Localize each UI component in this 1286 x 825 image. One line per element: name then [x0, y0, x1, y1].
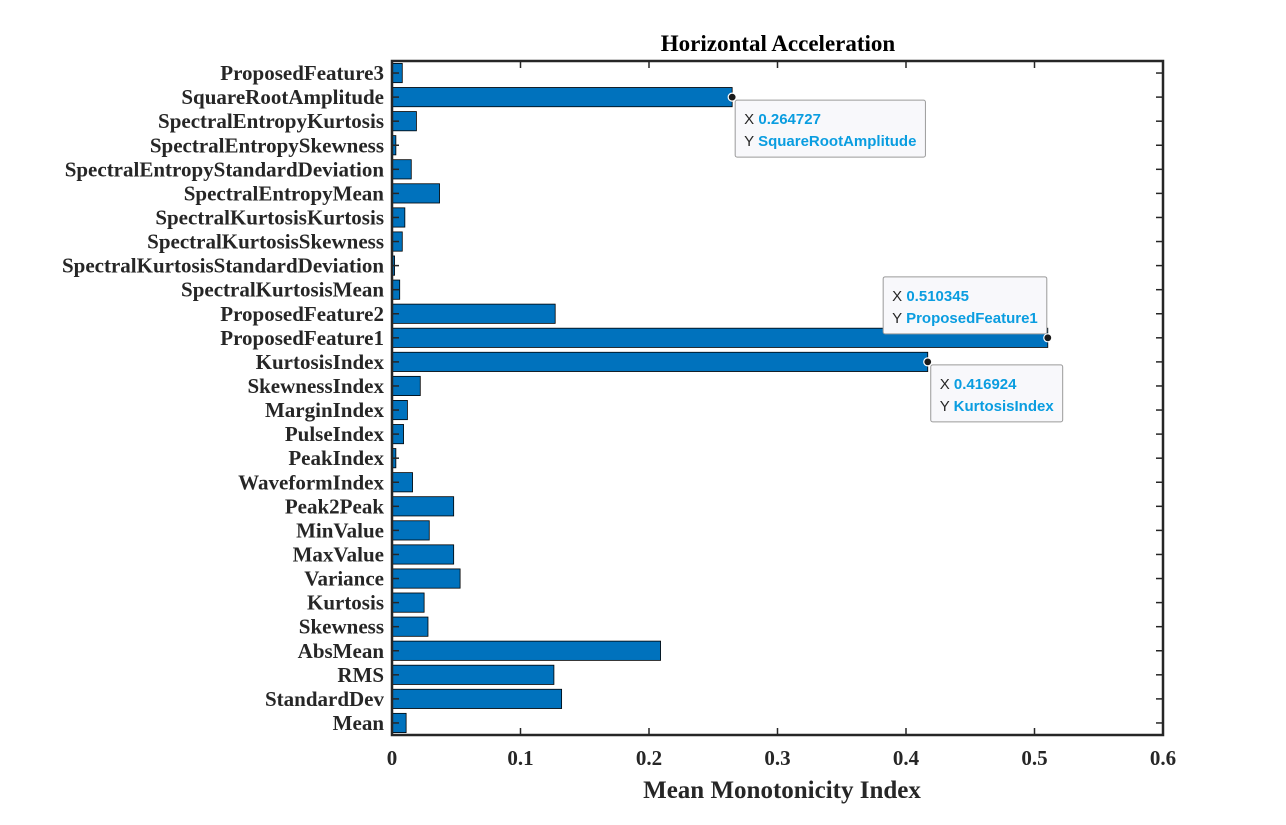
bar [391, 351, 929, 372]
datatip-marker [923, 357, 933, 367]
y-tick-label: ProposedFeature3 [220, 61, 384, 85]
y-tick-label: SpectralEntropyStandardDeviation [65, 157, 385, 181]
y-tick-label: PulseIndex [285, 422, 385, 446]
bar [391, 303, 556, 324]
bar [391, 664, 555, 685]
y-axis-ticks: MeanStandardDevRMSAbsMeanSkewnessKurtosi… [62, 61, 1163, 735]
bar [391, 544, 455, 565]
y-tick-label: SpectralEntropyMean [184, 181, 385, 205]
axes-box [390, 59, 1165, 737]
datatip-y-line: Y ProposedFeature1 [892, 310, 1038, 327]
x-tick-label: 0.3 [764, 746, 790, 770]
y-tick-label: SpectralEntropySkewness [150, 133, 384, 157]
y-tick-label: ProposedFeature1 [220, 326, 384, 350]
x-tick-label: 0.4 [893, 746, 920, 770]
y-tick-label: SpectralKurtosisKurtosis [155, 205, 384, 229]
bar [391, 183, 440, 204]
datatip-group: X 0.264727 Y SquareRootAmplitude X 0.51034… [727, 92, 1064, 423]
datatip-box [882, 276, 1048, 335]
y-tick-label: SquareRootAmplitude [181, 85, 384, 109]
y-tick-label: Mean [333, 711, 385, 735]
datatip-x-line: X 0.510345 [892, 288, 969, 305]
datatip-x-line: X 0.416924 [940, 376, 1017, 393]
y-tick-label: AbsMean [298, 639, 385, 663]
y-tick-label: Skewness [299, 615, 384, 639]
y-tick-label: KurtosisIndex [256, 350, 385, 374]
datatip-y-line: Y SquareRootAmplitude [744, 133, 916, 150]
datatip[interactable]: X 0.510345 Y ProposedFeature1 [882, 276, 1053, 343]
y-tick-label: MinValue [296, 518, 384, 542]
y-tick-label: RMS [337, 663, 384, 687]
y-tick-label: SpectralEntropyKurtosis [158, 109, 384, 133]
y-tick-label: MarginIndex [265, 398, 385, 422]
datatip-box [734, 99, 926, 158]
x-tick-label: 0.5 [1021, 746, 1047, 770]
y-tick-label: StandardDev [265, 687, 385, 711]
x-axis-ticks: 0 0.1 0.2 0.3 0.4 0.5 0.6 [387, 61, 1176, 770]
bar [391, 640, 661, 661]
x-tick-label: 0.1 [507, 746, 533, 770]
datatip-box [930, 364, 1064, 423]
chart-title: Horizontal Acceleration [661, 31, 896, 56]
bar [391, 496, 455, 517]
x-axis-label: Mean Monotonicity Index [643, 777, 921, 804]
y-tick-label: SkewnessIndex [247, 374, 384, 398]
y-tick-label: MaxValue [293, 542, 384, 566]
y-tick-label: SpectralKurtosisMean [181, 278, 384, 302]
datatip-x-line: X 0.264727 [744, 111, 821, 128]
x-tick-label: 0.2 [636, 746, 662, 770]
bar [391, 688, 563, 709]
y-tick-label: SpectralKurtosisSkewness [147, 230, 384, 254]
x-tick-label: 0.6 [1150, 746, 1176, 770]
y-tick-label: WaveformIndex [238, 470, 384, 494]
y-tick-label: PeakIndex [288, 446, 384, 470]
bar [391, 568, 461, 589]
datatip[interactable]: X 0.416924 Y KurtosisIndex [923, 357, 1064, 423]
x-tick-label: 0 [387, 746, 398, 770]
y-tick-label: SpectralKurtosisStandardDeviation [62, 254, 384, 278]
datatip-marker [1043, 333, 1053, 343]
datatip-y-line: Y KurtosisIndex [940, 398, 1055, 415]
y-tick-label: Variance [304, 567, 384, 591]
y-tick-label: ProposedFeature2 [220, 302, 384, 326]
y-tick-label: Peak2Peak [285, 494, 384, 518]
datatip-marker [727, 92, 737, 102]
y-tick-label: Kurtosis [307, 591, 384, 615]
bar [391, 87, 733, 108]
datatip[interactable]: X 0.264727 Y SquareRootAmplitude [727, 92, 926, 158]
